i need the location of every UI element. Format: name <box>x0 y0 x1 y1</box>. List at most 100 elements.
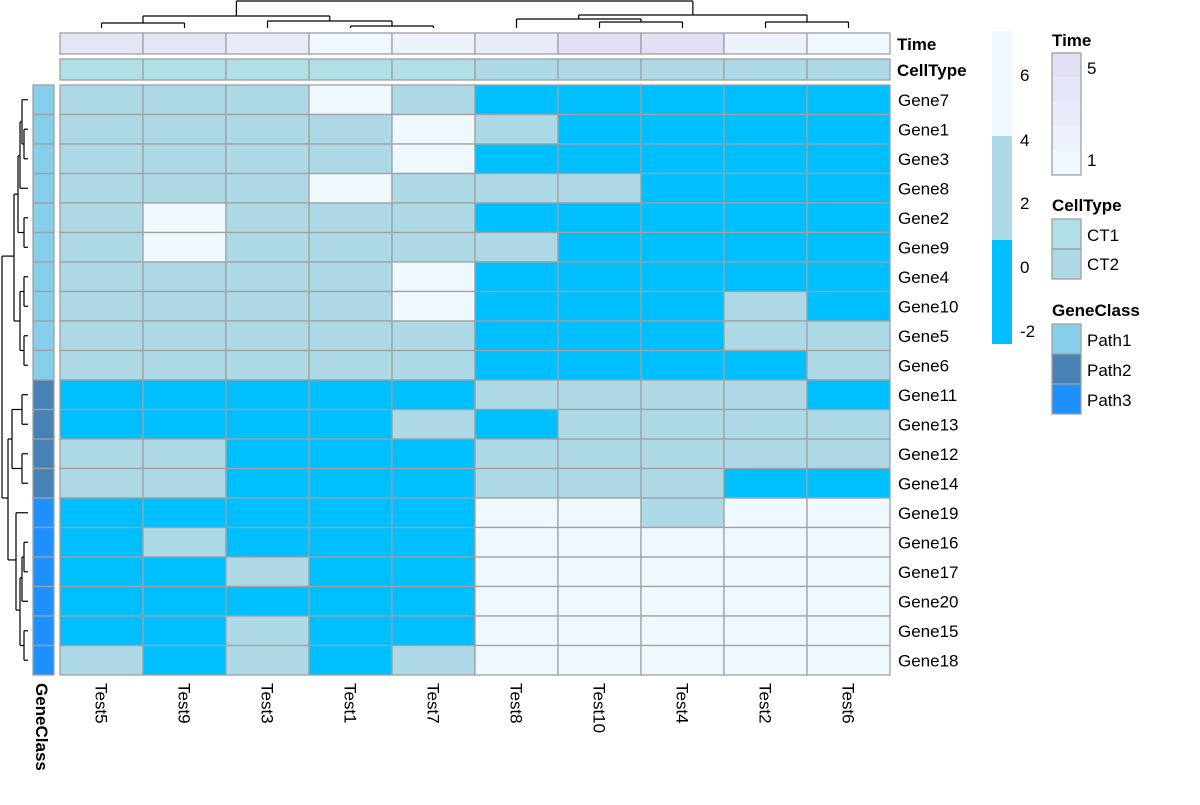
row-label-gene1: Gene1 <box>898 120 949 139</box>
heatmap-cell-gene12-test1 <box>308 438 393 470</box>
geneclass-legend: GeneClass Path1 Path2 Path3 <box>1051 301 1140 415</box>
heatmap-cell-gene19-test10 <box>557 497 642 529</box>
column-label-test3: Test3 <box>258 683 277 724</box>
geneclass-annotation-cell-gene6 <box>32 349 55 381</box>
heatmap-cell-gene9-test3 <box>225 231 310 263</box>
heatmap-cell-gene15-test3 <box>225 615 310 647</box>
heatmap-cell-gene9-test9 <box>142 231 227 263</box>
heatmap-cell-gene2-test3 <box>225 202 310 234</box>
heatmap-cell-gene20-test8 <box>474 585 559 617</box>
heatmap-cell-gene8-test2 <box>723 172 808 204</box>
time-annotation-cell-test6 <box>806 32 891 55</box>
row-label-gene6: Gene6 <box>898 356 949 375</box>
heatmap-cell-gene16-test6 <box>806 526 891 558</box>
heatmap-cell-gene3-test3 <box>225 143 310 175</box>
heatmap-cell-gene6-test9 <box>142 349 227 381</box>
heatmap-cell-gene11-test1 <box>308 379 393 411</box>
heatmap-cell-gene4-test9 <box>142 261 227 293</box>
column-annotation-bars <box>59 32 891 81</box>
geneclass-legend-label-path1: Path1 <box>1087 331 1131 350</box>
heatmap-cell-gene4-test10 <box>557 261 642 293</box>
time-legend-swatch-2 <box>1052 101 1081 127</box>
celltype-legend-swatch-ct1 <box>1051 218 1082 250</box>
heatmap-cell-gene1-test2 <box>723 113 808 145</box>
heatmap-cell-gene20-test10 <box>557 585 642 617</box>
color-scale-band-2 <box>992 240 1012 344</box>
heatmap-cell-gene8-test1 <box>308 172 393 204</box>
heatmap-cell-gene8-test3 <box>225 172 310 204</box>
celltype-legend: CellType CT1 CT2 <box>1051 196 1122 280</box>
heatmap-cell-gene17-test9 <box>142 556 227 588</box>
geneclass-annotation-cell-gene12 <box>32 438 55 470</box>
column-label-test8: Test8 <box>507 683 526 724</box>
heatmap-cell-gene15-test2 <box>723 615 808 647</box>
heatmap-cell-gene2-test9 <box>142 202 227 234</box>
time-legend-label-max: 5 <box>1087 59 1096 78</box>
time-legend-title: Time <box>1052 31 1091 50</box>
geneclass-annotation-cell-gene14 <box>32 467 55 499</box>
heatmap-cell-gene3-test9 <box>142 143 227 175</box>
heatmap-cell-gene6-test3 <box>225 349 310 381</box>
row-label-gene9: Gene9 <box>898 238 949 257</box>
geneclass-annotation-cell-gene19 <box>32 497 55 529</box>
time-legend-border <box>1051 52 1082 176</box>
geneclass-annotation-cell-gene17 <box>32 556 55 588</box>
heatmap-cell-gene17-test3 <box>225 556 310 588</box>
time-annotation-cell-test8 <box>474 32 559 55</box>
heatmap-cell-gene9-test8 <box>474 231 559 263</box>
heatmap-cell-gene12-test7 <box>391 438 476 470</box>
heatmap-cell-gene2-test8 <box>474 202 559 234</box>
geneclass-annotation-cell-gene7 <box>32 84 55 116</box>
heatmap-cell-gene19-test2 <box>723 497 808 529</box>
heatmap-cell-gene16-test8 <box>474 526 559 558</box>
heatmap-cell-gene18-test2 <box>723 644 808 676</box>
celltype-annotation-cell-test3 <box>225 58 310 81</box>
heatmap-cell-gene11-test6 <box>806 379 891 411</box>
heatmap-cell-gene14-test6 <box>806 467 891 499</box>
heatmap-cell-gene9-test4 <box>640 231 725 263</box>
heatmap-cell-gene16-test10 <box>557 526 642 558</box>
heatmap-cell-gene16-test5 <box>59 526 144 558</box>
celltype-annotation-cell-test9 <box>142 58 227 81</box>
heatmap-cell-gene13-test1 <box>308 408 393 440</box>
heatmap-cell-gene4-test2 <box>723 261 808 293</box>
heatmap-cell-gene12-test4 <box>640 438 725 470</box>
time-annotation-cell-test9 <box>142 32 227 55</box>
heatmap-cell-gene15-test1 <box>308 615 393 647</box>
geneclass-annotation-cell-gene8 <box>32 172 55 204</box>
column-label-test2: Test2 <box>756 683 775 724</box>
heatmap-cell-gene15-test9 <box>142 615 227 647</box>
heatmap-cell-gene4-test4 <box>640 261 725 293</box>
heatmap-cell-gene11-test10 <box>557 379 642 411</box>
heatmap-cell-gene20-test5 <box>59 585 144 617</box>
heatmap-cell-gene19-test8 <box>474 497 559 529</box>
heatmap-cell-gene17-test6 <box>806 556 891 588</box>
heatmap-cell-gene15-test8 <box>474 615 559 647</box>
geneclass-annotation-cell-gene3 <box>32 143 55 175</box>
row-label-gene18: Gene18 <box>898 651 959 670</box>
heatmap-cell-gene10-test8 <box>474 290 559 322</box>
heatmap-cell-gene9-test5 <box>59 231 144 263</box>
heatmap-cell-gene19-test7 <box>391 497 476 529</box>
row-label-gene20: Gene20 <box>898 592 959 611</box>
heatmap-cell-gene11-test4 <box>640 379 725 411</box>
color-scale-tick-label-2: 2 <box>1020 194 1029 213</box>
heatmap-cell-gene14-test2 <box>723 467 808 499</box>
color-scale-band-1 <box>992 136 1012 240</box>
time-annotation-cell-test2 <box>723 32 808 55</box>
heatmap-cell-gene5-test1 <box>308 320 393 352</box>
heatmap-cell-gene5-test6 <box>806 320 891 352</box>
heatmap-cell-gene5-test7 <box>391 320 476 352</box>
celltype-annotation-cell-test6 <box>806 58 891 81</box>
heatmap-cell-gene6-test10 <box>557 349 642 381</box>
row-label-gene13: Gene13 <box>898 415 959 434</box>
row-label-gene10: Gene10 <box>898 297 959 316</box>
heatmap-cell-gene17-test7 <box>391 556 476 588</box>
heatmap-cell-gene12-test6 <box>806 438 891 470</box>
heatmap-cell-gene11-test8 <box>474 379 559 411</box>
heatmap-cell-gene8-test4 <box>640 172 725 204</box>
row-label-gene7: Gene7 <box>898 91 949 110</box>
heatmap-cell-gene13-test3 <box>225 408 310 440</box>
heatmap-cell-gene7-test9 <box>142 84 227 116</box>
heatmap-cell-gene15-test6 <box>806 615 891 647</box>
